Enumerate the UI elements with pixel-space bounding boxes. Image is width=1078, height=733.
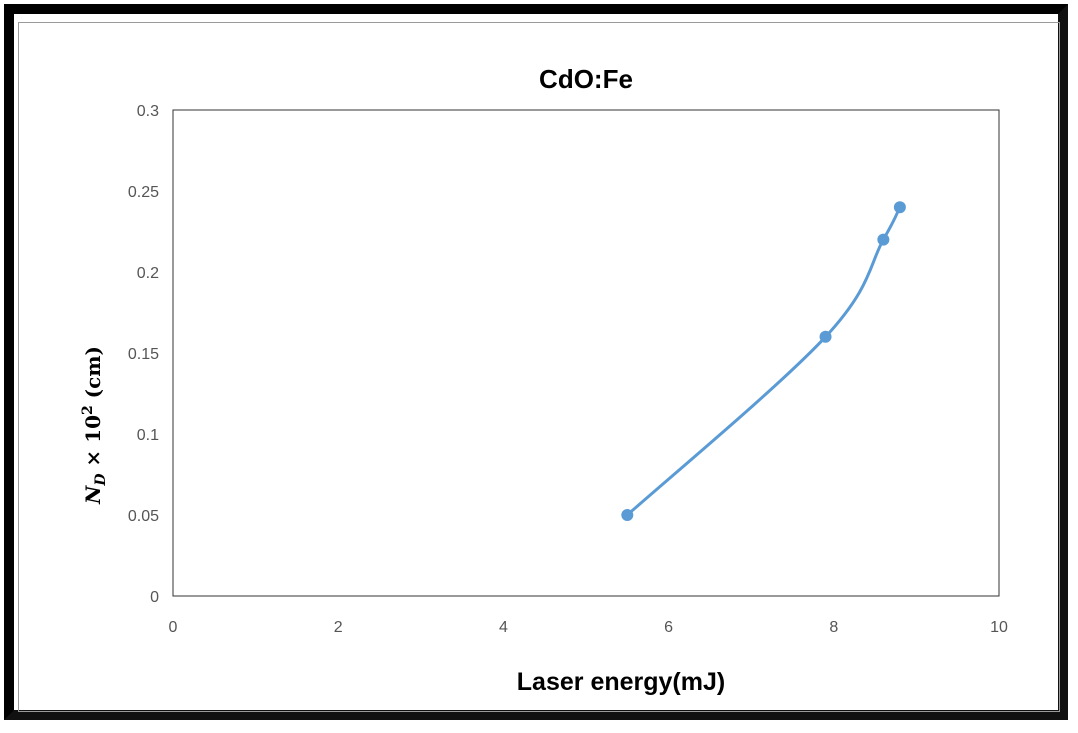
y-axis-label-sub: D [93,473,109,487]
data-point [819,330,832,343]
y-tick-label: 0.25 [128,184,159,201]
x-axis-ticks: 0 2 4 6 8 10 [169,619,1008,636]
chart-area-border [18,22,1060,712]
data-point [877,233,890,246]
series-layer [621,201,906,521]
x-tick-label: 10 [990,619,1008,636]
y-tick-label: 0.1 [137,427,159,444]
y-tick-label: 0 [150,589,159,606]
x-tick-label: 4 [499,619,508,636]
y-tick-label: 0.3 [137,103,159,120]
x-tick-label: 2 [334,619,343,636]
y-axis-label-sup: 2 [80,405,96,415]
series-line [626,206,902,517]
y-axis-ticks: 0 0.05 0.1 0.15 0.2 0.25 0.3 [128,103,159,606]
x-tick-label: 8 [829,619,838,636]
data-point [621,509,634,521]
x-axis-label: Laser energy(mJ) [517,668,725,696]
y-tick-label: 0.2 [137,265,159,282]
x-tick-label: 6 [664,619,673,636]
y-tick-label: 0.05 [128,508,159,525]
plot-area [172,109,1000,597]
y-tick-label: 0.15 [128,346,159,363]
chart-title: CdO:Fe [539,64,633,94]
x-tick-label: 0 [169,619,178,636]
y-axis-label-main: N [81,485,105,505]
y-axis-label-rest: × 10 [81,415,105,474]
data-point [893,201,906,214]
y-axis-label: ND × 102 (cm) [80,346,109,505]
y-axis-label-unit: (cm) [81,346,105,405]
